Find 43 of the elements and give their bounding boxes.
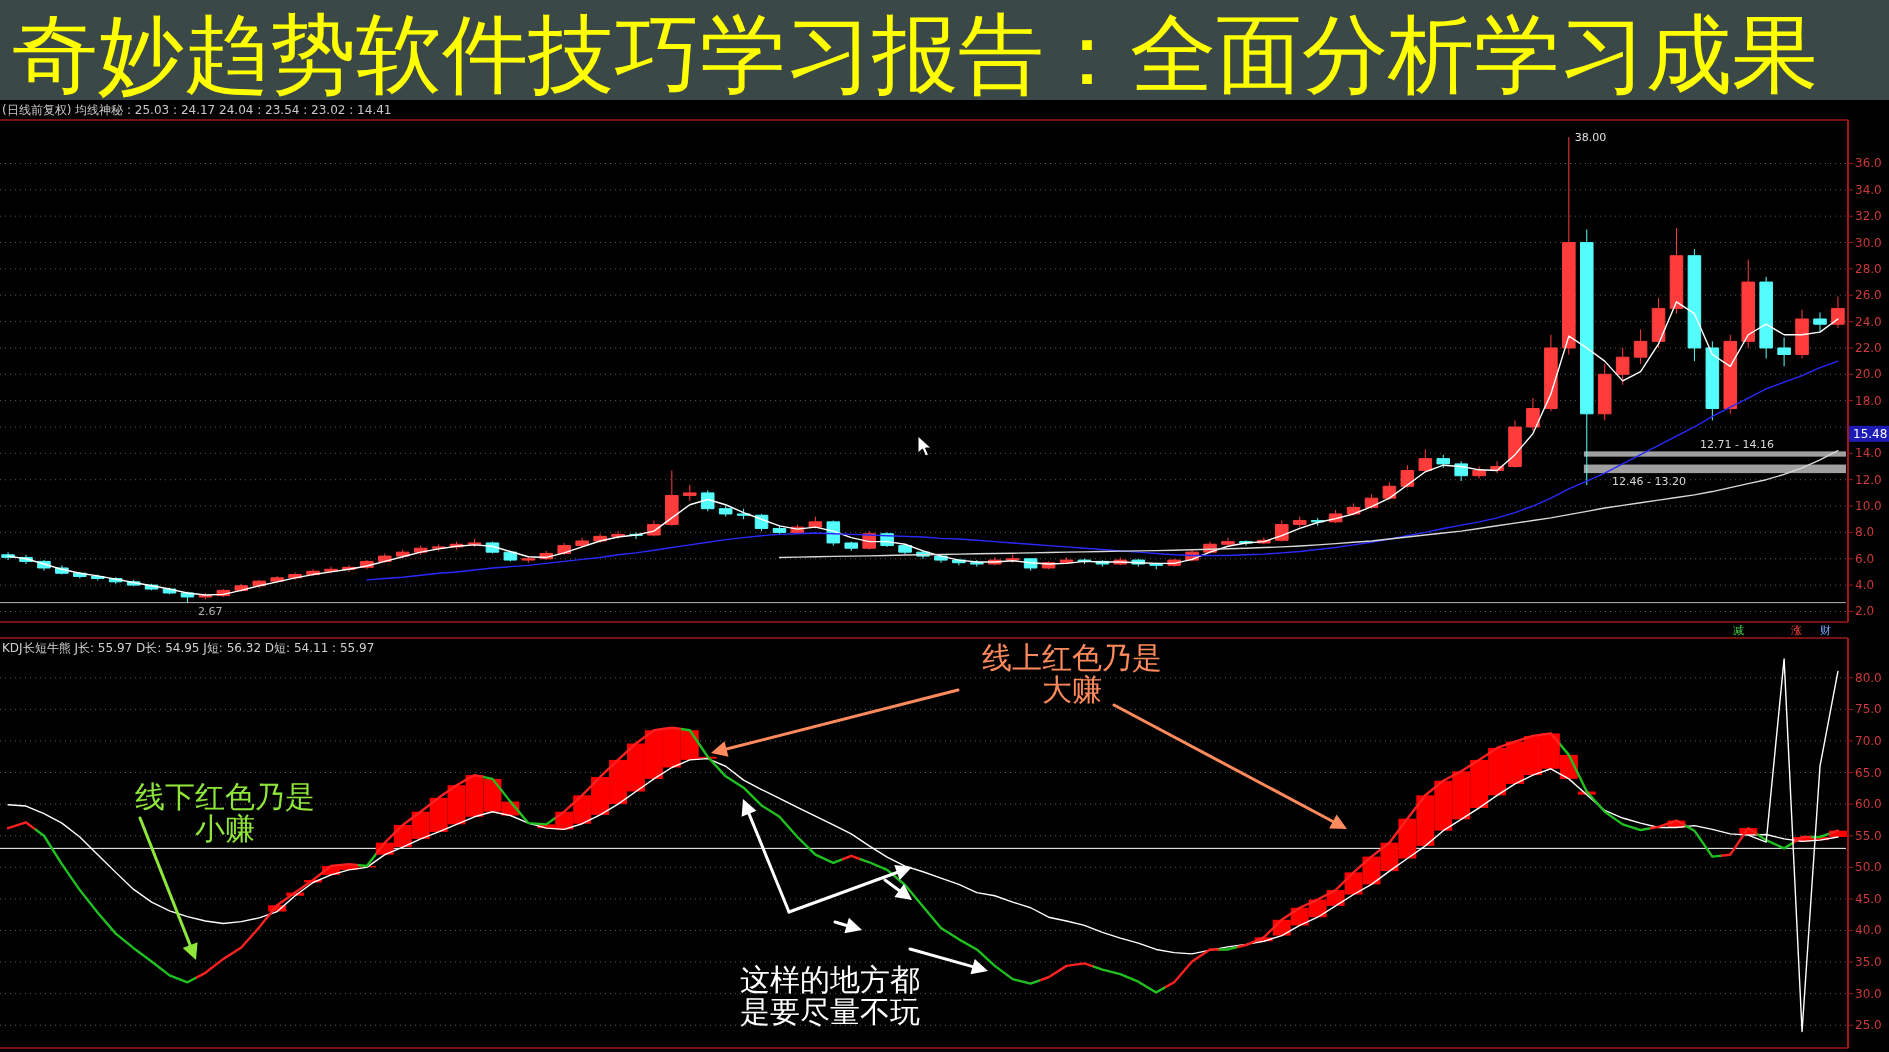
text: (日线前复权) 均线神秘 : 25.03 : 24.17 24.04 : 23.54 : 23.02 : 14.41 [2,103,392,117]
annotation: 线上红色乃是大赚 [982,640,1162,708]
y-tick-label: 30.0 [1855,235,1882,250]
y-tick-label: 70.0 [1855,733,1882,748]
band-label: 12.71 - 14.16 [1700,438,1774,452]
y-tick-label: 50.0 [1855,860,1882,875]
y-tick-label: 18.0 [1855,393,1882,408]
text: 减 [1733,624,1744,637]
y-tick-label: 14.0 [1855,446,1882,461]
y-tick-label: 28.0 [1855,261,1882,276]
y-tick-label: 30.0 [1855,986,1882,1001]
y-tick-label: 80.0 [1855,670,1882,685]
y-tick-label: 60.0 [1855,797,1882,812]
text: 涨 [1791,624,1802,637]
annotation: 38.00 [1574,130,1607,144]
y-tick-label: 45.0 [1855,891,1882,906]
y-tick-label: 4.0 [1855,578,1875,593]
annotation: 15.48 [1853,426,1888,441]
annotation: KDJ长短牛熊 J长: 55.97 D长: 54.95 J短: 56.32 D短: 54.11 : 55.97 [2,641,375,655]
y-tick-label: 22.0 [1855,340,1882,355]
y-tick-label: 20.0 [1855,367,1882,382]
y-tick-label: 8.0 [1855,525,1875,540]
annotation: 线下红色乃是小赚 [135,779,315,847]
y-tick-label: 26.0 [1855,288,1882,303]
y-tick-label: 12.0 [1855,472,1882,487]
y-tick-label: 75.0 [1855,702,1882,717]
y-tick-label: 25.0 [1855,1018,1882,1033]
text: 财 [1820,624,1831,637]
y-tick-label: 35.0 [1855,955,1882,970]
y-tick-label: 10.0 [1855,499,1882,514]
ref-line-label: 2.67 [198,604,223,618]
y-tick-label: 40.0 [1855,923,1882,938]
band-label: 12.46 - 13.20 [1612,475,1686,489]
y-tick-label: 6.0 [1855,551,1875,566]
annotation: 这样的地方都是要尽量不玩 [740,962,920,1030]
y-tick-label: 55.0 [1855,828,1882,843]
y-tick-label: 65.0 [1855,765,1882,780]
y-tick-label: 24.0 [1855,314,1882,329]
chart-title: 奇妙趋势软件技巧学习报告：全面分析学习成果 [12,4,1818,104]
y-tick-label: 32.0 [1855,209,1882,224]
y-tick-label: 2.0 [1855,604,1875,619]
y-tick-label: 34.0 [1855,182,1882,197]
y-tick-label: 36.0 [1855,156,1882,171]
